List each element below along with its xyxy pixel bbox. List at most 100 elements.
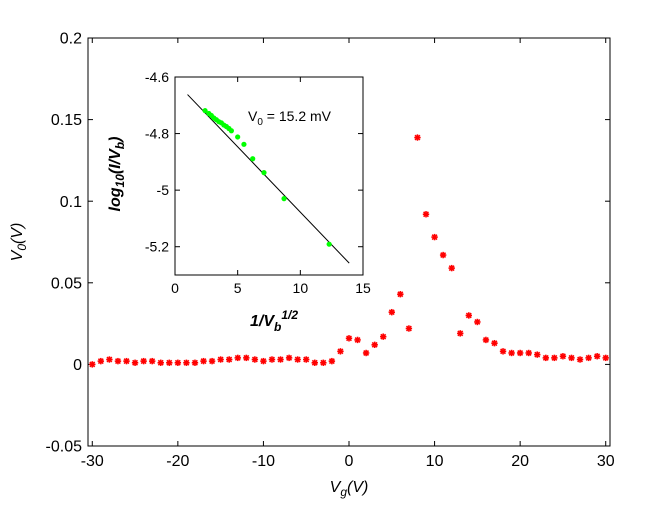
main-ytick-label: 0.05 <box>51 275 82 292</box>
inset-fit-line <box>187 94 350 264</box>
main-ytick-label: 0.2 <box>60 31 82 48</box>
main-data-point <box>303 356 310 363</box>
inset-xtick-label: 15 <box>355 280 371 296</box>
main-data-point <box>225 356 233 363</box>
main-data-point <box>568 354 575 362</box>
inset-ytick-label: -5 <box>157 182 170 198</box>
inset-ticks: 0 5 10 15 -4.6 -4.8 -5 -5.2 <box>145 69 371 296</box>
main-xlabel: Vg(V) <box>330 479 369 499</box>
main-data-point <box>217 356 224 363</box>
main-data-point <box>123 357 130 365</box>
main-data-point <box>474 318 481 326</box>
inset-annotation: V0 = 15.2 mV <box>248 108 332 128</box>
main-data-point <box>602 354 609 362</box>
inset-data-point <box>241 141 247 147</box>
main-data-point <box>362 349 370 357</box>
main-data-point <box>311 359 318 366</box>
inset-xtick-label: 0 <box>171 280 179 296</box>
main-data-point <box>354 336 361 344</box>
main-data-point <box>559 353 567 360</box>
main-xtick-label: 30 <box>597 453 615 470</box>
main-xtick-label: -30 <box>81 453 104 470</box>
main-data-point <box>345 335 353 342</box>
main-data-point <box>140 357 147 365</box>
main-xtick-label: -10 <box>252 453 275 470</box>
main-data-point <box>397 291 404 298</box>
main-data-point <box>183 359 190 366</box>
main-data-point <box>320 359 327 366</box>
main-data-point <box>328 357 336 365</box>
inset-data-point <box>202 108 208 114</box>
main-data-point <box>457 330 464 337</box>
inset-data-point <box>235 134 241 140</box>
main-data-point <box>260 357 267 365</box>
main-data-point <box>191 359 199 366</box>
inset-xtick-label: 10 <box>293 280 309 296</box>
main-data-point <box>380 333 387 340</box>
main-xtick-label: -20 <box>166 453 189 470</box>
inset-data-point <box>261 170 267 176</box>
main-data-point <box>371 341 378 349</box>
main-data-point <box>525 349 532 357</box>
main-data-point <box>448 264 455 272</box>
inset-ytick-label: -4.6 <box>145 69 169 85</box>
main-data-point <box>174 359 182 366</box>
inset-data-point <box>326 241 332 247</box>
inset-ytick-label: -5.2 <box>145 239 169 255</box>
main-data-series <box>89 134 609 368</box>
main-data-point <box>157 359 164 366</box>
inset-data-series <box>202 108 332 247</box>
main-ytick-label: 0.1 <box>60 194 82 211</box>
main-data-point <box>114 357 122 365</box>
main-ytick-label: -0.05 <box>46 439 83 456</box>
inset-data-point <box>281 196 287 202</box>
main-data-point <box>585 354 592 362</box>
main-data-point <box>208 357 216 365</box>
main-data-point <box>388 308 395 316</box>
main-data-point <box>285 354 293 362</box>
main-data-point <box>491 339 498 347</box>
main-data-point <box>482 336 490 344</box>
main-data-point <box>294 356 301 363</box>
main-data-point <box>439 251 447 259</box>
main-data-point <box>268 356 276 363</box>
main-data-point <box>422 211 430 218</box>
inset-data-point <box>250 156 256 162</box>
main-data-point <box>499 348 507 355</box>
main-xtick-label: 10 <box>426 453 444 470</box>
main-ylabel: V0(V) <box>9 223 29 262</box>
main-data-point <box>576 356 584 363</box>
main-data-point <box>405 325 413 332</box>
main-data-point <box>277 356 284 363</box>
inset-xtick-label: 5 <box>234 280 242 296</box>
inset-xlabel: 1/Vb1/2 <box>250 308 298 334</box>
main-data-point <box>542 354 550 362</box>
main-data-point <box>97 357 105 365</box>
main-data-point <box>89 361 96 368</box>
main-data-point <box>166 359 173 366</box>
main-data-point <box>414 134 421 141</box>
inset-plot-area <box>174 76 364 276</box>
main-data-point <box>508 349 515 357</box>
main-xtick-label: 0 <box>345 453 354 470</box>
main-data-point <box>234 354 241 362</box>
main-ytick-label: 0 <box>73 357 82 374</box>
main-ytick-label: 0.15 <box>51 112 82 129</box>
inset-ylabel: log10(I/Vb) <box>107 137 127 212</box>
main-data-point <box>516 349 524 357</box>
main-data-point <box>593 353 601 360</box>
main-data-point <box>200 357 207 365</box>
main-data-point <box>551 354 558 362</box>
main-data-point <box>106 356 113 363</box>
main-xtick-label: 20 <box>511 453 529 470</box>
main-data-point <box>431 233 438 241</box>
main-ticks: -30 -20 -10 0 10 20 30 -0.05 0 0.05 0.1 0.15 0.2 <box>46 31 615 470</box>
main-data-point <box>148 357 156 365</box>
inset-ytick-label: -4.8 <box>145 125 169 141</box>
main-data-point <box>251 356 259 363</box>
main-data-point <box>534 351 541 358</box>
main-data-point <box>131 359 139 366</box>
main-data-point <box>337 348 344 355</box>
